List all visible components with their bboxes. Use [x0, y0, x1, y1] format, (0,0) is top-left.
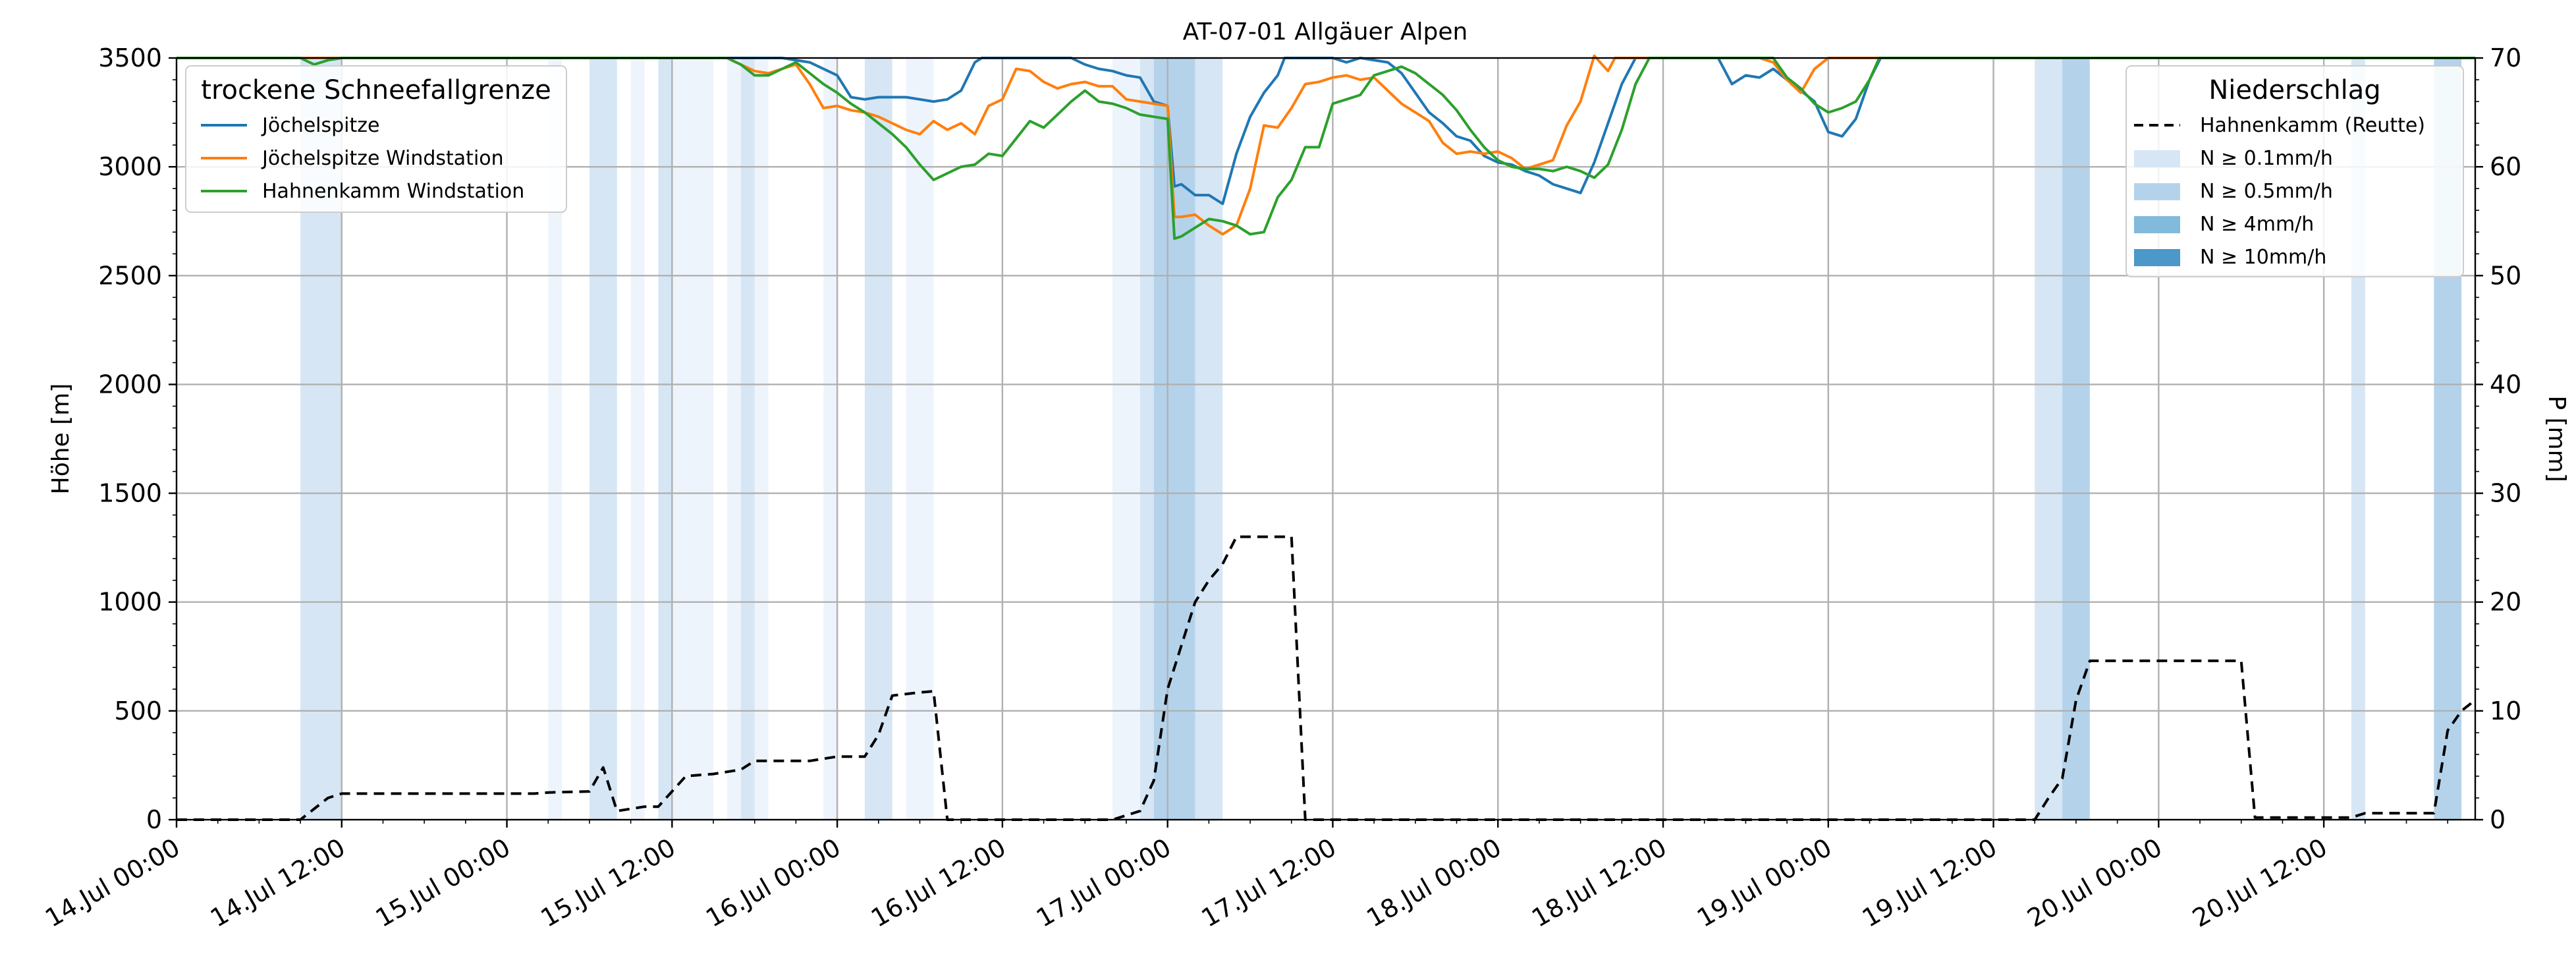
legend-label-hahnenkamm-windstation: Hahnenkamm Windstation [262, 180, 524, 203]
legend-precipitation-title: Niederschlag [2208, 75, 2380, 105]
y-tick-label-right-2: 20 [2490, 588, 2521, 617]
legend-swatch-band-4 [2134, 216, 2180, 233]
y-tick-label-left-5: 2500 [98, 261, 162, 290]
precip-band-12 [1112, 58, 1140, 820]
legend-swatch-band-0-1 [2134, 150, 2180, 167]
legend-label-jochelspitze: Jöchelspitze [261, 114, 379, 137]
y-axis-label-right: P [mm] [2543, 395, 2570, 482]
y-tick-label-left-7: 3500 [98, 43, 162, 72]
y-tick-label-left-0: 0 [146, 805, 162, 834]
y-tick-label-right-6: 60 [2490, 152, 2521, 181]
precip-band-9 [823, 58, 838, 820]
y-tick-label-right-7: 70 [2490, 43, 2521, 72]
precip-band-17 [2062, 58, 2090, 820]
legend-swatch-band-10 [2134, 249, 2180, 266]
legend-snowline-title: trockene Schneefallgrenze [201, 75, 551, 105]
precip-band-2 [589, 58, 617, 820]
chart-title: AT-07-01 Allgäuer Alpen [1183, 18, 1468, 45]
series-hahnenkamm-windstation [177, 57, 2475, 241]
legend-label-hahnenkamm-reutte: Hahnenkamm (Reutte) [2200, 114, 2425, 137]
plot-frame [175, 57, 2477, 821]
y-tick-label-right-3: 30 [2490, 479, 2521, 508]
precip-band-13 [1139, 58, 1154, 820]
series-jochelspitze-windstation [177, 54, 2475, 236]
legend-label-band-0-1: N ≥ 0.1mm/h [2200, 147, 2333, 170]
precip-band-7 [740, 58, 755, 820]
series-jochelspitze [177, 57, 2475, 206]
precip-band-16 [2035, 58, 2063, 820]
y-tick-label-right-1: 10 [2490, 696, 2521, 725]
legend-snowline-box [185, 65, 567, 213]
precip-band-11 [906, 58, 934, 820]
y-tick-label-left-2: 1000 [98, 588, 162, 617]
precip-band-3 [630, 58, 645, 820]
y-tick-label-left-4: 2000 [98, 370, 162, 399]
y-tick-label-left-1: 500 [114, 696, 162, 725]
series-hahnenkamm-reutte [177, 535, 2477, 821]
precip-band-1 [548, 58, 562, 820]
legend-swatch-band-0-5 [2134, 183, 2180, 200]
y-tick-label-left-6: 3000 [98, 152, 162, 181]
precip-band-15 [1195, 58, 1223, 820]
legend-label-band-10: N ≥ 10mm/h [2200, 246, 2326, 269]
legend-precipitation-box [2125, 65, 2464, 277]
legend-label-band-4: N ≥ 4mm/h [2200, 213, 2314, 236]
y-tick-label-right-4: 40 [2490, 370, 2521, 399]
precip-band-10 [864, 58, 892, 820]
precip-band-8 [754, 58, 769, 820]
y-axis-label-left: Höhe [m] [47, 383, 74, 495]
legend-label-band-0-5: N ≥ 0.5mm/h [2200, 180, 2333, 203]
precip-band-5 [672, 58, 714, 820]
legend-precipitation: Niederschlag Hahnenkamm (Reutte) N ≥ 0.1… [2125, 65, 2464, 277]
precip-band-6 [726, 58, 741, 820]
y-tick-label-left-3: 1500 [98, 479, 162, 508]
legend-snowline: trockene Schneefallgrenze Jöchelspitze J… [185, 65, 567, 213]
series-lines [177, 54, 2477, 821]
legend-label-jochelspitze-windstation: Jöchelspitze Windstation [261, 147, 504, 170]
precip-band-4 [658, 58, 672, 820]
grid-lines [177, 58, 2475, 820]
y-tick-label-right-5: 50 [2490, 261, 2521, 290]
y-tick-label-right-0: 0 [2490, 805, 2506, 834]
